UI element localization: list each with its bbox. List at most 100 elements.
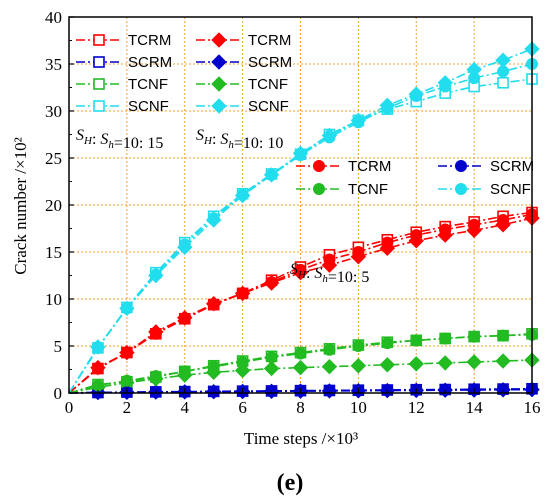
point-tcnf [379, 357, 396, 373]
point-tcrm [91, 362, 104, 375]
legend-marker [313, 160, 325, 172]
legend-item: TCNF [296, 181, 388, 198]
y-axis-title: Crack number /×10² [11, 137, 30, 274]
legend-item: TCRM [296, 158, 391, 175]
ratio-label: SH: Sh=10: 10 [196, 127, 283, 152]
point-scnf [236, 188, 249, 201]
point-tcnf [120, 374, 133, 387]
point-tcnf [350, 358, 367, 374]
point-scnf [294, 149, 307, 162]
point-tcnf [149, 370, 162, 383]
point-tcnf [234, 362, 251, 379]
x-tick-label: 6 [238, 398, 247, 417]
point-scnf [410, 89, 423, 102]
point-scnf [497, 65, 510, 78]
point-scnf [352, 116, 365, 129]
legend-label: TCNF [128, 76, 168, 93]
x-tick-label: 2 [123, 398, 132, 417]
y-tick-label: 0 [54, 384, 63, 403]
y-tick-label: 40 [45, 8, 62, 27]
legend-item: SCNF [438, 181, 531, 198]
ratio-label: SH: Sh=10: 5 [290, 261, 369, 286]
legend-marker [93, 100, 105, 112]
point-tcrm [352, 246, 365, 258]
y-tick-label: 5 [54, 337, 63, 356]
point-tcrm [497, 214, 510, 227]
legend-item: SCRM [438, 158, 534, 175]
legend-marker [313, 183, 325, 195]
legend-group: TCRM SCRM TCNF SCNF [196, 32, 292, 115]
point-scnf [468, 72, 481, 85]
y-tick-label: 20 [45, 196, 62, 215]
legend-marker [211, 98, 227, 114]
point-tcnf [236, 355, 249, 368]
point-tcnf [437, 355, 453, 371]
x-tick-label: 14 [466, 398, 484, 417]
point-tcnf [91, 379, 104, 392]
point-tcnf [466, 354, 482, 370]
point-tcrm [381, 236, 394, 249]
y-tick-label: 30 [45, 102, 62, 121]
legend-label: TCNF [248, 76, 288, 93]
ratio-label: SH: Sh=10: 15 [76, 127, 163, 152]
point-tcrm [439, 223, 452, 236]
point-scnf [120, 302, 133, 315]
x-tick-label: 12 [408, 398, 425, 417]
y-tick-label: 10 [45, 290, 62, 309]
point-tcnf [352, 340, 365, 352]
legend-layer: TCRM SCRM TCNF SCNF TCRM SCRM TCNF SCNF TCRM SCRM… [76, 32, 534, 198]
point-tcnf [323, 343, 336, 356]
legend-item: TCRM [76, 32, 171, 49]
legend-label: SCNF [128, 98, 169, 115]
point-tcnf [439, 332, 452, 345]
x-tick-label: 0 [65, 398, 74, 417]
x-tick-label: 16 [524, 398, 541, 417]
legend-label: SCNF [490, 181, 531, 198]
legend-label: SCRM [490, 158, 534, 175]
legend-marker [455, 160, 467, 172]
point-tcrm [410, 229, 423, 242]
point-scnf [439, 80, 452, 93]
legend-label: TCNF [348, 181, 388, 198]
legend-marker [455, 183, 467, 195]
point-tcnf [263, 360, 280, 377]
point-tcnf [495, 353, 511, 369]
point-tcnf [207, 360, 220, 373]
ratio-layer: SH: Sh=10: 15 SH: Sh=10: 10 SH: Sh=10: 5 [76, 127, 369, 286]
point-tcrm [236, 287, 249, 300]
point-tcnf [294, 347, 307, 360]
point-tcnf [265, 351, 278, 364]
legend-marker [93, 56, 105, 68]
ticks-layer: 0 2 4 6 8 10 12 14 16 0 5 10 15 20 25 30 35 40 [45, 8, 541, 417]
x-tick-label: 4 [181, 398, 190, 417]
y-tick-label: 25 [45, 149, 62, 168]
point-tcnf [497, 329, 510, 342]
point-tcrm [178, 312, 191, 325]
point-tcrm [468, 218, 481, 231]
y-tick-label: 15 [45, 243, 62, 262]
legend-label: SCNF [248, 98, 289, 115]
legend-item: SCNF [196, 98, 289, 115]
legend-group: TCRM SCRM TCNF SCNF [76, 32, 172, 115]
point-scnf [497, 77, 509, 89]
point-scnf [91, 341, 104, 354]
y-tick-label: 35 [45, 55, 62, 74]
grid-layer [69, 17, 532, 393]
point-tcnf [321, 358, 338, 375]
point-tcrm [265, 276, 278, 289]
legend-item: TCRM [196, 32, 291, 49]
point-scrm [497, 383, 510, 396]
legend-label: TCRM [128, 32, 171, 49]
legend-item: TCNF [196, 76, 288, 93]
point-tcnf [381, 337, 394, 350]
x-axis-title: Time steps /×10³ [244, 429, 358, 448]
legend-item: SCRM [76, 54, 172, 71]
point-tcrm [120, 346, 133, 359]
point-scnf [381, 102, 394, 115]
legend-marker [211, 32, 227, 48]
series-layer [68, 41, 540, 401]
panel-label: (e) [277, 470, 304, 496]
legend-marker [93, 34, 105, 46]
legend-item: TCNF [76, 76, 168, 93]
